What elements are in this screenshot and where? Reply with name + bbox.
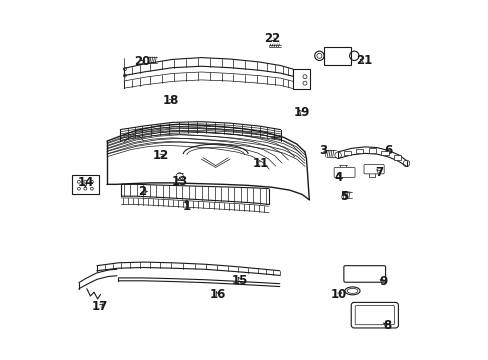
Text: 12: 12 — [153, 149, 169, 162]
Bar — [72, 175, 99, 194]
Bar — [343, 150, 350, 155]
Text: 1: 1 — [183, 201, 191, 213]
Text: 21: 21 — [355, 54, 371, 67]
Bar — [381, 151, 387, 155]
Text: 19: 19 — [293, 106, 309, 119]
Bar — [368, 148, 375, 153]
Ellipse shape — [346, 288, 357, 293]
Bar — [292, 69, 310, 89]
FancyBboxPatch shape — [350, 302, 398, 328]
Text: 14: 14 — [77, 176, 93, 189]
Text: 3: 3 — [319, 144, 327, 157]
Bar — [355, 149, 363, 153]
FancyBboxPatch shape — [363, 165, 384, 174]
Bar — [393, 156, 400, 160]
Text: 13: 13 — [171, 175, 187, 188]
Text: 6: 6 — [384, 144, 392, 157]
Text: 4: 4 — [333, 171, 342, 184]
Text: 11: 11 — [252, 157, 268, 170]
Text: 5: 5 — [340, 190, 348, 203]
Text: 18: 18 — [162, 94, 179, 107]
Text: 17: 17 — [91, 300, 108, 313]
Text: 7: 7 — [375, 166, 383, 179]
Text: 16: 16 — [209, 288, 225, 301]
Text: 8: 8 — [383, 319, 391, 332]
Text: 2: 2 — [138, 185, 145, 198]
Text: 15: 15 — [231, 274, 248, 287]
Text: 20: 20 — [134, 55, 150, 68]
Ellipse shape — [344, 287, 359, 295]
Bar — [323, 47, 350, 65]
Text: 10: 10 — [330, 288, 346, 301]
Text: 9: 9 — [378, 275, 386, 288]
FancyBboxPatch shape — [333, 167, 354, 177]
Text: 22: 22 — [264, 32, 280, 45]
FancyBboxPatch shape — [343, 266, 385, 282]
